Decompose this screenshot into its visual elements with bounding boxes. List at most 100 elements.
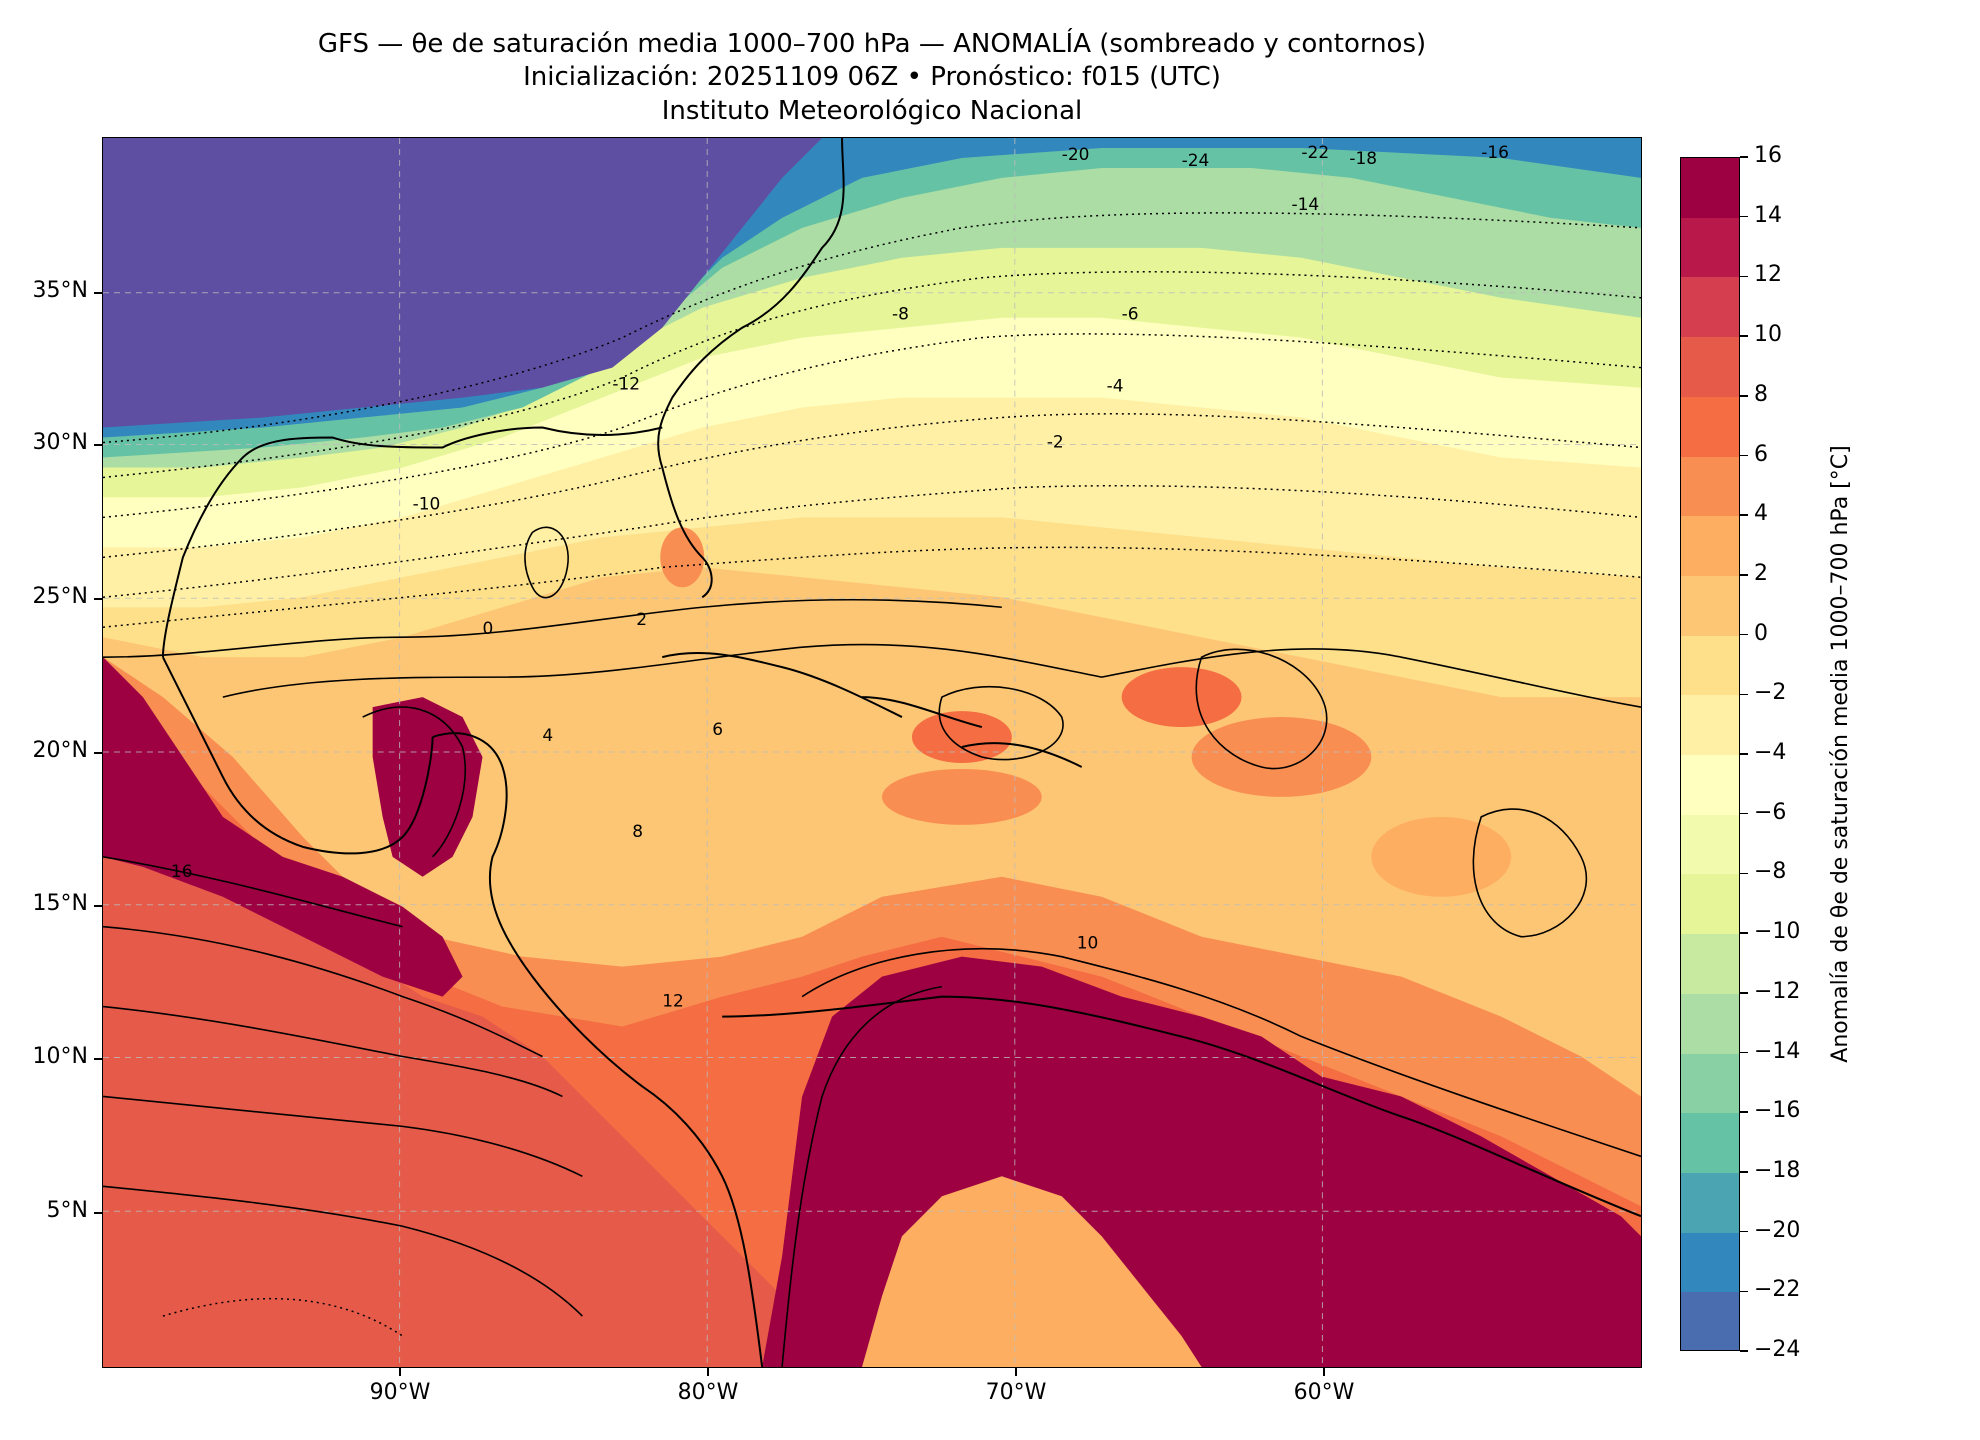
colorbar-segment — [1681, 456, 1739, 518]
colorbar-segment — [1681, 396, 1739, 458]
contour-label: -16 — [1481, 143, 1509, 163]
y-tick — [94, 598, 102, 600]
colorbar-tick — [1740, 693, 1748, 696]
gridlines — [103, 138, 1641, 1367]
colorbar-tick — [1740, 1350, 1748, 1352]
colorbar-tick-label: −10 — [1754, 919, 1801, 945]
lat-label: 25°N — [32, 584, 88, 609]
colorbar-tick-label: −2 — [1754, 680, 1787, 706]
colorbar-tick — [1740, 633, 1748, 636]
colorbar-label: Anomalía de θe de saturación media 1000–… — [1828, 445, 1853, 1063]
colorbar-tick — [1740, 872, 1748, 875]
lat-label: 35°N — [32, 278, 88, 303]
contours-positive — [103, 526, 1641, 1367]
colorbar-tick — [1740, 932, 1748, 934]
x-tick — [1323, 1368, 1325, 1376]
y-tick — [94, 905, 102, 907]
x-tick — [1015, 1368, 1017, 1376]
colorbar-tick-label: 16 — [1754, 143, 1782, 168]
contour-label: -22 — [1301, 143, 1329, 163]
contour-labels: -24 -22 -20 -18 -16 -14 -12 -10 -8 -6 -4… — [171, 143, 1509, 1012]
y-tick — [94, 752, 102, 754]
contour-label: -8 — [892, 305, 909, 325]
colorbar-tick-label: −24 — [1754, 1337, 1801, 1362]
colorbar-tick-label: 2 — [1754, 560, 1768, 586]
contour-label: 12 — [662, 992, 684, 1012]
title-line-1: GFS — θe de saturación media 1000–700 hP… — [317, 29, 1427, 59]
colorbar-segment — [1681, 934, 1739, 995]
colorbar-tick-label: 14 — [1754, 202, 1782, 228]
contour-label: -4 — [1107, 377, 1124, 397]
lat-label: 30°N — [32, 430, 88, 455]
colorbar-segment — [1681, 1292, 1739, 1350]
contour-label: 4 — [542, 726, 553, 746]
lat-label: 20°N — [32, 738, 88, 763]
colorbar-segment — [1681, 1232, 1739, 1294]
contour-label: 16 — [171, 862, 193, 882]
colorbar-tick — [1740, 1290, 1748, 1293]
lon-label: 70°W — [985, 1380, 1047, 1405]
lat-label: 5°N — [46, 1198, 88, 1223]
colorbar-tick — [1740, 335, 1748, 337]
map-panel: -24 -22 -20 -18 -16 -14 -12 -10 -8 -6 -4… — [102, 137, 1642, 1368]
colorbar-tick-label: −4 — [1754, 740, 1787, 765]
colorbar-segment — [1681, 814, 1739, 876]
colorbar-segment — [1681, 1113, 1739, 1174]
contour-label: -14 — [1291, 195, 1319, 215]
colorbar-segment — [1681, 755, 1739, 816]
contour-label: -10 — [413, 494, 441, 514]
colorbar-tick — [1740, 1111, 1748, 1113]
contour-label: -2 — [1047, 432, 1064, 452]
colorbar-tick — [1740, 992, 1748, 994]
contour-label: -20 — [1062, 145, 1090, 165]
x-tick — [707, 1368, 709, 1376]
title-line-2: Inicialización: 20251109 06Z • Pronóstic… — [523, 62, 1221, 92]
anomaly-map: -24 -22 -20 -18 -16 -14 -12 -10 -8 -6 -4… — [103, 138, 1641, 1367]
lon-label: 90°W — [369, 1380, 431, 1405]
contour-label: 8 — [632, 822, 643, 842]
colorbar-tick-label: −6 — [1754, 799, 1787, 825]
colorbar-tick — [1740, 1051, 1748, 1054]
colorbar-tick-label: −12 — [1754, 978, 1801, 1004]
colorbar-tick-label: −20 — [1754, 1217, 1801, 1243]
colorbar-segment — [1681, 695, 1739, 756]
y-tick — [94, 1212, 102, 1214]
colorbar-tick — [1740, 275, 1748, 278]
colorbar — [1680, 157, 1740, 1351]
colorbar-tick-label: 0 — [1754, 620, 1768, 646]
lat-label: 15°N — [32, 891, 88, 916]
colorbar-segment — [1681, 217, 1739, 279]
colorbar-segment — [1681, 277, 1739, 339]
colorbar-tick-label: −14 — [1754, 1038, 1801, 1064]
x-tick — [399, 1368, 401, 1376]
contours-negative — [103, 212, 1641, 1337]
shading-layer — [103, 138, 1641, 1367]
colorbar-tick — [1740, 1171, 1748, 1173]
contour-label: -24 — [1182, 151, 1210, 171]
colorbar-segment — [1681, 874, 1739, 936]
colorbar-tick — [1740, 454, 1748, 457]
colorbar-tick — [1740, 753, 1748, 755]
contour-label: 10 — [1077, 934, 1099, 954]
colorbar-tick-label: −22 — [1754, 1277, 1801, 1303]
contour-label: 0 — [483, 619, 494, 639]
lat-label: 10°N — [32, 1044, 88, 1069]
colorbar-tick — [1740, 395, 1748, 397]
coastlines — [161, 138, 1641, 1367]
y-tick — [94, 1058, 102, 1060]
y-tick — [94, 444, 102, 446]
colorbar-tick — [1740, 514, 1748, 516]
contour-label: -6 — [1122, 305, 1139, 325]
colorbar-segment — [1681, 337, 1739, 398]
contour-label: -12 — [612, 375, 640, 395]
colorbar-tick-label: −8 — [1754, 859, 1787, 885]
colorbar-tick — [1740, 574, 1748, 576]
title-line-3: Instituto Meteorológico Nacional — [661, 96, 1083, 126]
colorbar-tick-label: 6 — [1754, 441, 1768, 467]
lon-label: 60°W — [1293, 1380, 1355, 1405]
colorbar-segment — [1681, 1172, 1739, 1234]
colorbar-tick — [1740, 812, 1748, 815]
colorbar-segment — [1681, 1053, 1739, 1115]
colorbar-tick-label: 8 — [1754, 381, 1768, 407]
